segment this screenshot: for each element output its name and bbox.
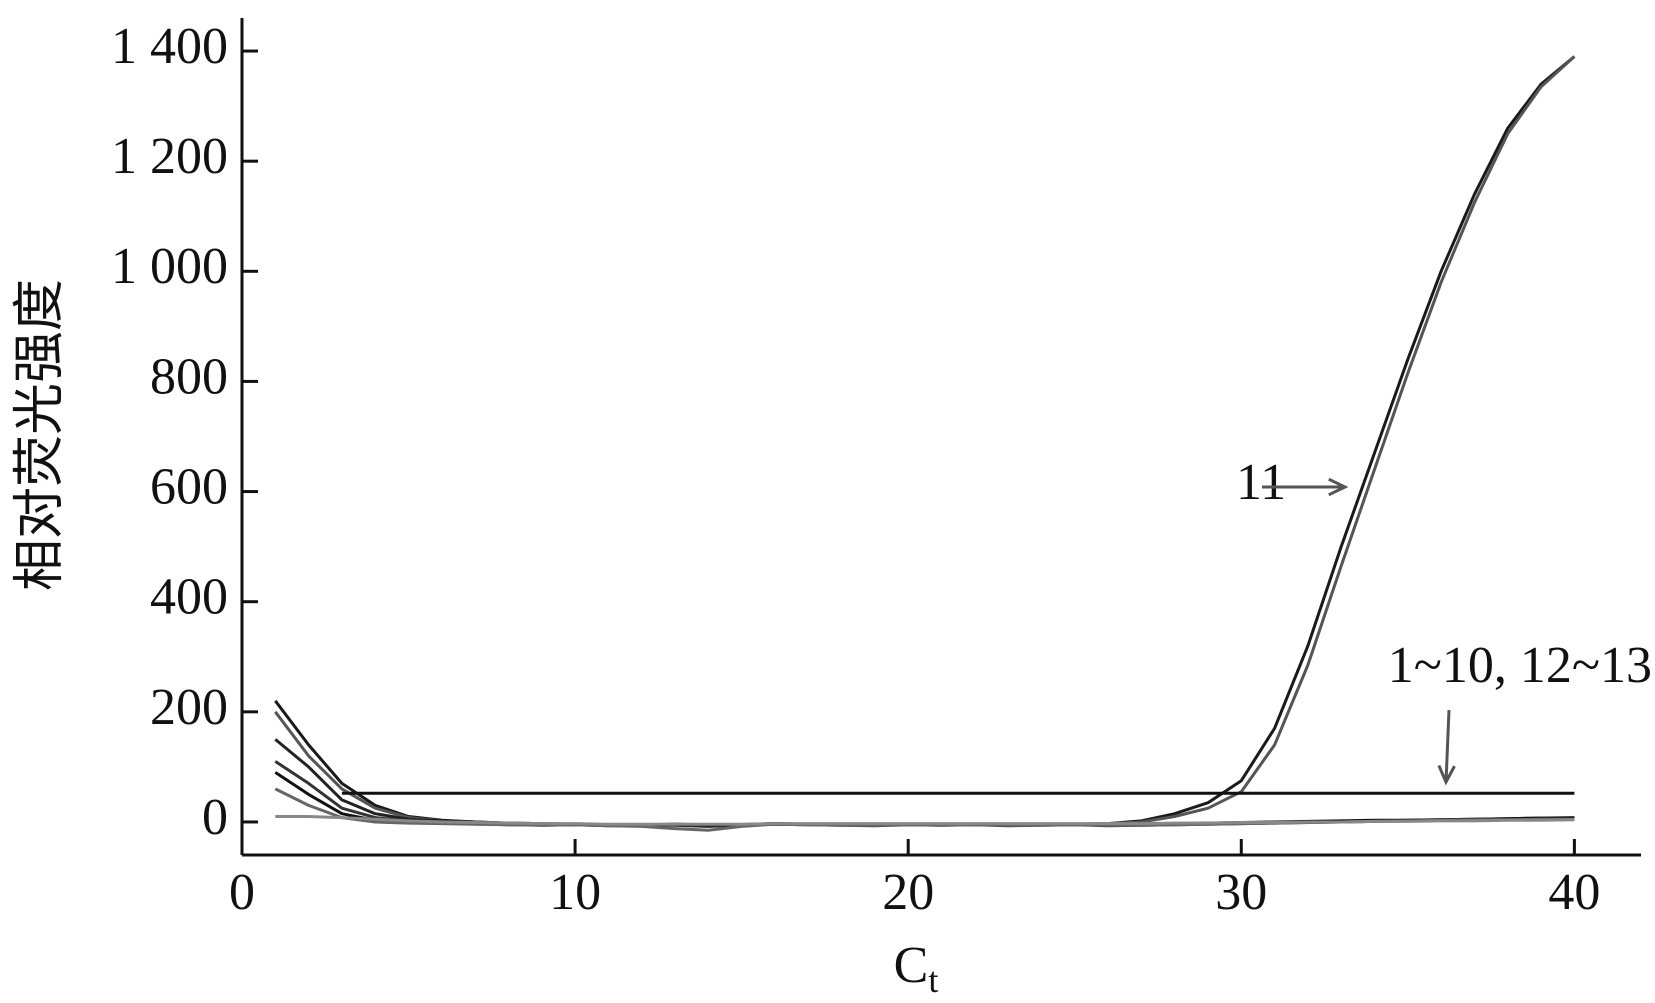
x-tick-label: 10	[549, 864, 601, 921]
x-axis-label-subscript: t	[928, 960, 938, 1000]
y-tick-label: 800	[150, 348, 228, 405]
x-axis-label: Ct	[894, 937, 939, 1000]
annotation: 1~10, 12~13	[1388, 637, 1652, 694]
annotation: 11	[1236, 454, 1286, 511]
series-line	[274, 771, 1575, 827]
y-tick-label: 1 400	[111, 18, 228, 75]
y-tick-label: 600	[150, 459, 228, 516]
x-tick-label: 20	[882, 864, 934, 921]
annotation-arrowhead	[1328, 477, 1349, 497]
annotation-arrowhead	[1437, 764, 1456, 786]
series-line	[275, 815, 1575, 826]
x-tick-label: 0	[229, 864, 255, 921]
y-tick-label: 1 000	[111, 238, 228, 295]
y-tick-label: 1 200	[111, 128, 228, 185]
x-tick-label: 30	[1215, 864, 1267, 921]
y-tick-label: 0	[202, 789, 228, 846]
x-axis-label-main: C	[894, 937, 929, 994]
series-line	[274, 738, 1575, 827]
x-tick-label: 40	[1548, 864, 1600, 921]
y-tick-label: 400	[150, 569, 228, 626]
y-tick-label: 200	[150, 679, 228, 736]
annotation-arrow	[1444, 709, 1451, 783]
series-line	[274, 55, 1576, 828]
y-axis-label: 相对荧光强度	[12, 279, 69, 591]
